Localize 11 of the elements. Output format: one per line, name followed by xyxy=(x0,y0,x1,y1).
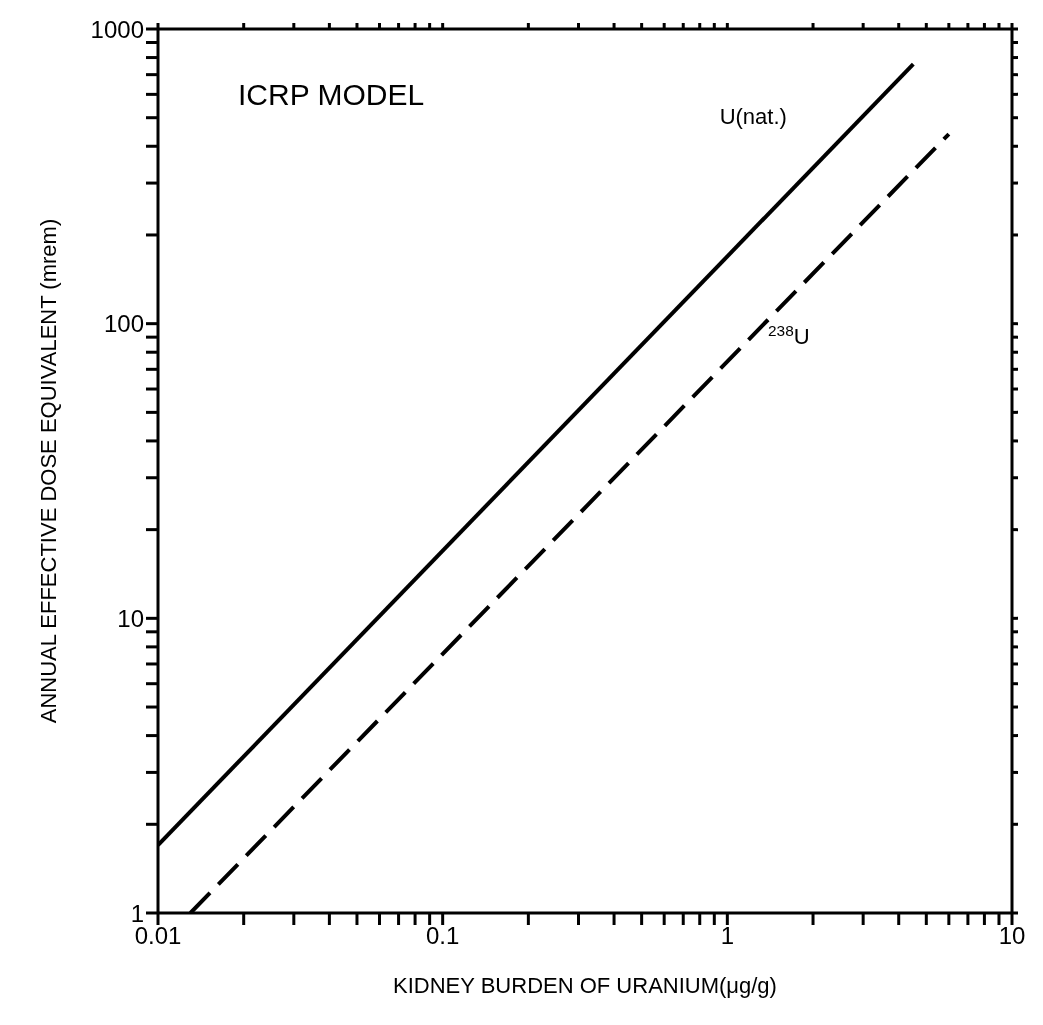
y-tick-label: 10 xyxy=(117,604,144,632)
y-axis-title: ANNUAL EFFECTIVE DOSE EQUIVALENT (mrem) xyxy=(35,218,61,724)
y-tick-label: 100 xyxy=(103,310,144,338)
series-label: $^{238}$U xyxy=(768,321,810,350)
x-tick-label: 0.1 xyxy=(425,922,460,950)
x-tick-label: 1 xyxy=(720,922,735,950)
x-tick-label: 10 xyxy=(998,922,1026,950)
y-tick-label: 1000 xyxy=(90,15,144,43)
text: U(nat.) xyxy=(719,104,787,130)
annotation: ICRP MODEL xyxy=(238,78,425,112)
x-axis-title: KIDNEY BURDEN OF URANIUM(μg/g) xyxy=(393,973,777,998)
